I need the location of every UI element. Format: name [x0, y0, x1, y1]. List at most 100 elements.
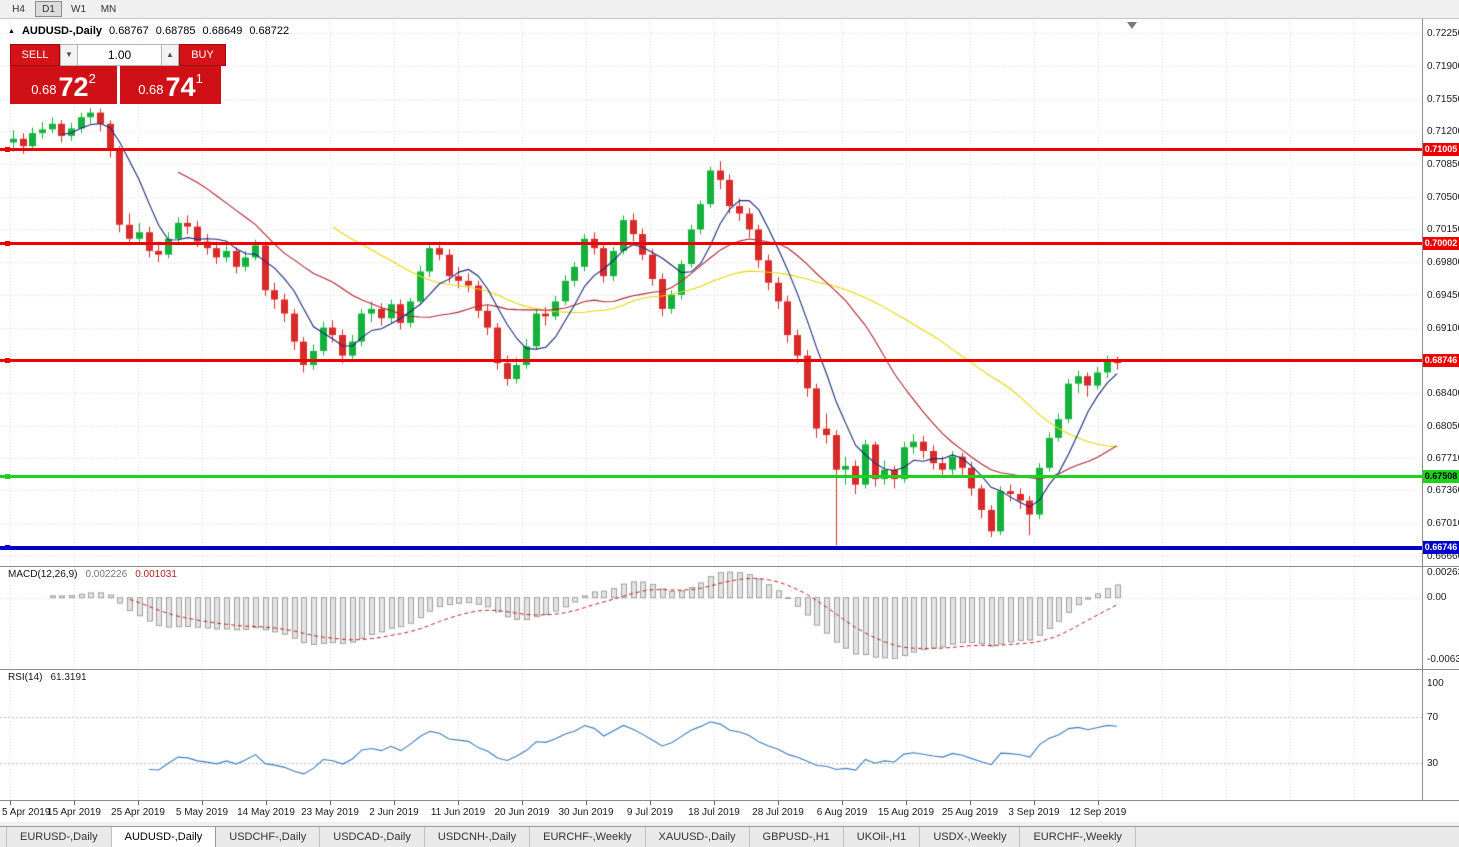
buy-price-base: 0.68	[138, 82, 164, 97]
chart-symbol-label: AUDUSD-,Daily	[21, 25, 103, 37]
ohlc-close: 0.68722	[249, 25, 290, 37]
price-line-badge-0.67508: 0.67508	[1423, 469, 1459, 483]
macd-indicator-label: MACD(12,26,9) 0.002226 0.001031	[8, 569, 177, 580]
sell-button[interactable]: SELL	[10, 44, 60, 66]
date-axis-tick	[458, 801, 459, 805]
date-axis[interactable]: 5 Apr 2019 15 Apr 2019 25 Apr 2019 5 May 20…	[0, 800, 1459, 822]
buy-price-point: 1	[195, 71, 203, 86]
date-axis-tick	[138, 801, 139, 805]
macd-panel-separator[interactable]	[0, 566, 1459, 567]
bottom-tab-xauusd-daily[interactable]: XAUUSD-,Daily	[646, 827, 750, 847]
line-anchor-handle[interactable]	[5, 358, 10, 364]
timeframe-d1-button[interactable]: D1	[35, 1, 62, 17]
date-axis-tick	[586, 801, 587, 805]
bottom-tab-ukoil-h1[interactable]: UKOil-,H1	[844, 827, 921, 847]
price-line-badge-0.71005: 0.71005	[1423, 142, 1459, 156]
chart-shift-marker-icon	[1127, 22, 1137, 29]
date-axis-label: 28 Jul 2019	[752, 807, 804, 818]
buy-price-pips: 74	[165, 72, 196, 102]
price-line-badge-0.68746: 0.68746	[1423, 354, 1459, 368]
date-axis-label: 30 Jun 2019	[558, 807, 614, 818]
bottom-tab-usdcad-daily[interactable]: USDCAD-,Daily	[320, 827, 425, 847]
timeframe-mn-button[interactable]: MN	[95, 1, 122, 17]
line-anchor-handle[interactable]	[5, 146, 10, 152]
line-anchor-handle[interactable]	[5, 473, 10, 479]
date-axis-tick	[266, 801, 267, 805]
date-axis-tick	[1034, 801, 1035, 805]
date-axis-label: 18 Jul 2019	[688, 807, 740, 818]
line-anchor-handle[interactable]	[5, 545, 10, 551]
ohlc-high: 0.68785	[155, 25, 196, 37]
macd-value-histogram: 0.002226	[85, 569, 128, 580]
macd-name: MACD(12,26,9)	[8, 569, 78, 580]
date-axis-label: 23 May 2019	[301, 807, 359, 818]
date-axis-label: 5 Apr 2019	[2, 807, 51, 818]
rsi-axis-100: 100	[1427, 678, 1444, 689]
timeframe-h4-button[interactable]: H4	[5, 1, 32, 17]
line-anchor-handle[interactable]	[5, 240, 10, 246]
buy-button[interactable]: BUY	[179, 44, 226, 66]
ohlc-low: 0.68649	[202, 25, 243, 37]
chart-tabs-bar: EURUSD-,Daily AUDUSD-,Daily USDCHF-,Daily U…	[0, 826, 1459, 847]
volume-input[interactable]	[78, 44, 161, 66]
buy-price-display[interactable]: 0.68 74 1	[120, 66, 221, 104]
bottom-tab-eurusd-daily[interactable]: EURUSD-,Daily	[6, 827, 112, 847]
one-click-trading-panel: SELL ▼ ▲ BUY 0.68 72 2 0.68 74 1	[10, 44, 226, 104]
macd-value-signal: 0.001031	[135, 569, 177, 580]
sell-price-display[interactable]: 0.68 72 2	[10, 66, 117, 104]
date-axis-tick	[202, 801, 203, 805]
date-axis-tick	[650, 801, 651, 805]
ohlc-open: 0.68767	[109, 25, 149, 37]
date-axis-label: 3 Sep 2019	[1008, 807, 1060, 818]
bottom-tab-usdchf-daily[interactable]: USDCHF-,Daily	[216, 827, 321, 847]
date-axis-label: 20 Jun 2019	[494, 807, 550, 818]
horizontal-line-0.66746[interactable]	[0, 545, 1422, 550]
date-axis-tick	[74, 801, 75, 805]
bottom-tab-gbpusd-h1[interactable]: GBPUSD-,H1	[750, 827, 844, 847]
chart-symbol-icon: ▲	[8, 27, 15, 35]
rsi-indicator-label: RSI(14) 61.3191	[8, 672, 87, 683]
macd-indicator-canvas[interactable]	[0, 567, 1422, 667]
horizontal-line-0.71005[interactable]	[0, 147, 1422, 151]
rsi-axis-30: 30	[1427, 758, 1439, 769]
date-axis-label: 2 Jun 2019	[369, 807, 419, 818]
date-axis-tick	[522, 801, 523, 805]
date-axis-label: 15 Apr 2019	[47, 807, 101, 818]
bottom-tab-usdx-weekly[interactable]: USDX-,Weekly	[920, 827, 1021, 847]
bottom-tab-eurchf-weekly[interactable]: EURCHF-,Weekly	[530, 827, 646, 847]
horizontal-line-0.67508[interactable]	[0, 474, 1422, 478]
bottom-tab-eurchf-weekly[interactable]: EURCHF-,Weekly	[1020, 827, 1136, 847]
volume-increase-button[interactable]: ▲	[161, 44, 179, 66]
sell-price-base: 0.68	[31, 82, 57, 97]
date-axis-tick	[842, 801, 843, 805]
date-axis-tick	[906, 801, 907, 805]
macd-axis-max: 0.00263	[1427, 567, 1459, 578]
volume-decrease-button[interactable]: ▼	[60, 44, 78, 66]
macd-axis-min: -0.00632	[1427, 654, 1459, 665]
date-axis-label: 5 May 2019	[175, 807, 229, 818]
macd-axis-zero: 0.00	[1427, 592, 1447, 603]
bottom-strip	[0, 822, 1459, 826]
bottom-tab-usdcnh-daily[interactable]: USDCNH-,Daily	[425, 827, 531, 847]
date-axis-label: 25 Apr 2019	[111, 807, 165, 818]
rsi-panel-separator[interactable]	[0, 669, 1459, 670]
bottom-tab-audusd-daily[interactable]: AUDUSD-,Daily	[111, 827, 217, 847]
rsi-indicator-canvas[interactable]	[0, 670, 1422, 800]
date-axis-tick	[970, 801, 971, 805]
date-axis-tick	[10, 801, 11, 805]
horizontal-line-0.68746[interactable]	[0, 359, 1422, 363]
chart-title: ▲ AUDUSD-,Daily 0.68767 0.68785 0.68649 …	[8, 25, 289, 37]
date-axis-tick	[394, 801, 395, 805]
horizontal-line-0.70002[interactable]	[0, 241, 1422, 245]
timeframe-w1-button[interactable]: W1	[65, 1, 92, 17]
